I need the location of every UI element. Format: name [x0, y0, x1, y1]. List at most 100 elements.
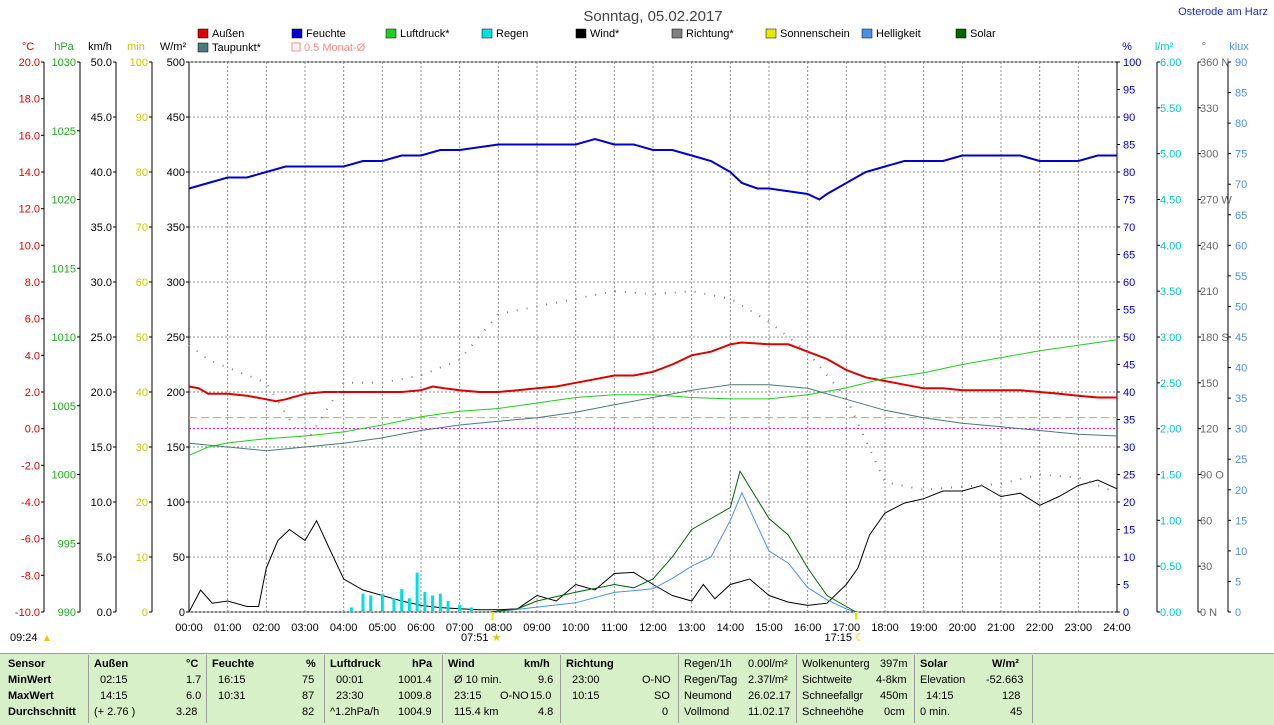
sunrise-time: 07:51	[461, 632, 489, 644]
aussen-min-value: 1.7	[186, 674, 202, 686]
sunset-time: 17:15	[824, 632, 852, 644]
feuchte-avg-value: 82	[302, 706, 315, 718]
richtung-min-time: 23:00	[572, 674, 600, 686]
wolken-label: Wolkenunterg	[802, 658, 870, 670]
axis-tick-label: 0	[1123, 607, 1129, 619]
summary-divider	[560, 655, 561, 723]
rain-bar	[392, 598, 396, 612]
axis-tick-label: 20	[1123, 497, 1135, 509]
regen-1h-value: 0.00l/m²	[748, 658, 788, 670]
axis-tick-label: -4.0	[21, 497, 40, 509]
vollmond-label: Vollmond	[684, 706, 730, 718]
axis-tick-label: 45.0	[91, 112, 112, 124]
rain-bar	[458, 604, 462, 612]
rain-bar	[415, 572, 419, 612]
x-tick-label: 22:00	[1026, 622, 1054, 634]
axis-tick-label: 80	[1123, 167, 1135, 179]
axis-tick-label: 60	[1200, 515, 1212, 527]
x-tick-label: 15:00	[755, 622, 783, 634]
station-name[interactable]: Osterode am Harz	[1178, 6, 1268, 18]
solar-min-value: 45	[1010, 706, 1023, 718]
x-tick-label: 17:00	[833, 622, 861, 634]
sicht-label: Sichtweite	[802, 674, 853, 686]
axis-tick-label: 20.0	[91, 387, 112, 399]
axis-unit: °C	[22, 41, 34, 53]
wind-max-value: 15.0	[530, 690, 552, 702]
series-line-auen	[188, 341, 1117, 403]
vollmond-value: 11.02.17	[748, 706, 791, 718]
axis-tick-label: 2.00	[1160, 424, 1181, 436]
x-tick-label: 10:00	[562, 622, 590, 634]
summary-divider	[1032, 655, 1033, 723]
legend-label: Wind*	[590, 28, 620, 40]
summary-divider	[914, 655, 915, 723]
legend-swatch	[291, 42, 301, 52]
axis-tick-label: 40	[136, 387, 148, 399]
axis-tick-label: 20.0	[19, 57, 40, 69]
aussen-min-time: 02:15	[100, 674, 128, 686]
axis-tick-label: 60	[1235, 240, 1247, 252]
axis-tick-label: 3.00	[1160, 332, 1181, 344]
axis-tick-label: 450	[167, 112, 185, 124]
summary-divider	[796, 655, 797, 723]
axis-tick-label: 60	[136, 277, 148, 289]
axis-tick-label: 50.0	[91, 57, 112, 69]
schneefall-label: Schneefallgr	[802, 690, 864, 702]
neumond-value: 26.02.17	[748, 690, 791, 702]
luftdruck-unit: hPa	[412, 658, 433, 670]
axis-tick-label: 16.0	[19, 130, 40, 142]
schneehoehe-value: 0cm	[884, 706, 905, 718]
axis-tick-label: 5	[1123, 580, 1129, 592]
axis-tick-label: 40	[1123, 387, 1135, 399]
legend-swatch	[197, 28, 209, 39]
row-label-sensor: Sensor	[8, 658, 46, 670]
axis-tick-label: 350	[167, 222, 185, 234]
axis-unit: °	[1202, 41, 1206, 53]
x-tick-label: 09:00	[523, 622, 551, 634]
wind-unit: km/h	[524, 658, 550, 670]
axis-tick-label: 10	[1123, 552, 1135, 564]
row-label-max: MaxWert	[8, 690, 54, 702]
legend-swatch	[291, 28, 303, 39]
axis-tick-label: 50	[1123, 332, 1135, 344]
luftdruck-avg-note: ^1.2hPa/h	[330, 706, 380, 718]
solar-unit: W/m²	[992, 658, 1019, 670]
x-tick-label: 06:00	[407, 622, 435, 634]
current-time: 09:24	[10, 632, 38, 644]
axis-tick-label: 180 S	[1200, 332, 1229, 344]
axis-tick-label: 45	[1123, 360, 1135, 372]
axis-tick-label: 15	[1123, 525, 1135, 537]
axis-tick-label: 0	[142, 607, 148, 619]
summary-divider	[88, 655, 89, 723]
solar-min-label: 0 min.	[920, 706, 950, 718]
legend-label: Sonnenschein	[780, 28, 850, 40]
rain-bar	[369, 595, 373, 612]
axis-tick-label: 100	[167, 497, 185, 509]
axis-tick-label: 1.00	[1160, 515, 1181, 527]
axis-tick-label: 6.00	[1160, 57, 1181, 69]
axis-tick-label: 1020	[52, 195, 76, 207]
axis-tick-label: 4.00	[1160, 240, 1181, 252]
rain-bar	[361, 593, 365, 612]
axis-tick-label: 50	[136, 332, 148, 344]
x-tick-label: 07:00	[446, 622, 474, 634]
feuchte-unit: %	[306, 658, 316, 670]
axis-tick-label: 10	[136, 552, 148, 564]
axis-tick-label: 75	[1235, 149, 1247, 161]
axis-tick-label: 60	[1123, 277, 1135, 289]
x-tick-label: 11:00	[601, 622, 628, 634]
axis-tick-label: 0.0	[25, 424, 40, 436]
axis-tick-label: 120	[1200, 424, 1218, 436]
wind-min-label: Ø 10 min.	[454, 674, 502, 686]
regen-tag-label: Regen/Tag	[684, 674, 738, 686]
rain-bar	[407, 598, 411, 612]
x-tick-label: 18:00	[871, 622, 899, 634]
rain-bar	[438, 593, 442, 612]
axis-tick-label: -10.0	[15, 607, 40, 619]
axis-tick-label: 25	[1235, 454, 1247, 466]
axis-tick-label: 240	[1200, 240, 1218, 252]
x-tick-label: 23:00	[1065, 622, 1093, 634]
wind-min-value: 9.6	[538, 674, 554, 686]
x-tick-label: 21:00	[987, 622, 1015, 634]
axis-tick-label: 270 W	[1200, 195, 1232, 207]
